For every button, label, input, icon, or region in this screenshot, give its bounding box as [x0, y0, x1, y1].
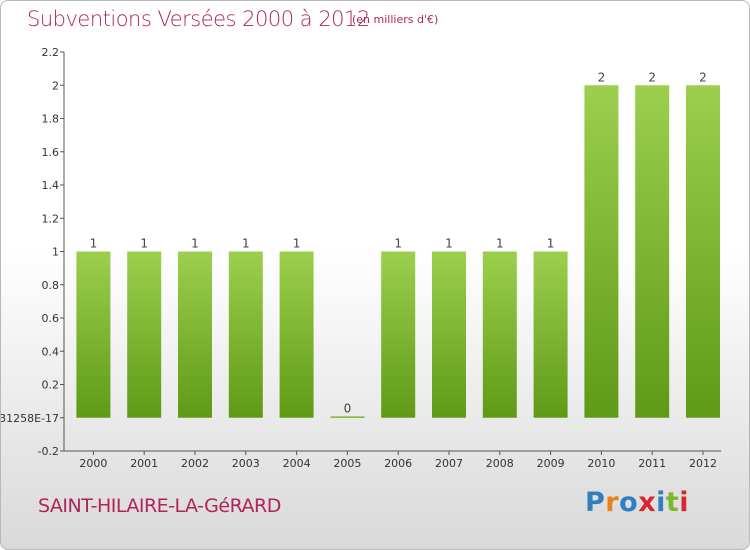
data-label: 1 — [547, 237, 555, 251]
bar-2000 — [76, 251, 111, 418]
logo-letter: o — [619, 487, 639, 518]
data-label: 2 — [598, 70, 606, 84]
y-tick-label: 2 — [52, 79, 59, 92]
data-label: 2 — [648, 70, 656, 84]
x-tick-label: 2010 — [587, 457, 615, 470]
chart-axes: -0.2 -5.5511151231258E-17 0.2 0.4 0.6 0.8 1 1.2… — [1, 46, 721, 470]
data-label: 2 — [699, 70, 707, 84]
bar-2012 — [686, 85, 720, 418]
y-tick-label: 0.2 — [42, 379, 60, 392]
x-tick-label: 2012 — [689, 457, 717, 470]
bar-2007 — [432, 251, 466, 418]
logo-letter: t — [665, 487, 680, 518]
unit-label: (en milliers d'€) — [352, 13, 439, 26]
x-tick-label: 2008 — [486, 457, 514, 470]
y-tick-label: 0.4 — [42, 345, 60, 358]
data-label: 1 — [394, 237, 402, 251]
logo-letter: i — [656, 487, 666, 518]
bar-2009 — [533, 251, 568, 418]
y-tick-label: 1.6 — [42, 146, 60, 159]
bar-2004 — [279, 251, 314, 418]
y-tick-label: -5.5511151231258E-17 — [1, 412, 59, 425]
commune-name: SAINT-HILAIRE-LA-GéRARD — [38, 495, 281, 517]
x-tick-label: 2004 — [283, 457, 311, 470]
x-tick-label: 2007 — [435, 457, 463, 470]
logo-letter: i — [679, 487, 690, 518]
bar-2003 — [228, 251, 263, 418]
y-tick-label: 0.8 — [42, 279, 60, 292]
y-tick-label: 1 — [52, 246, 59, 259]
bar-2008 — [482, 251, 517, 418]
data-labels: 1 1 1 1 1 0 1 1 1 1 2 2 2 — [90, 70, 707, 415]
y-tick-label: 1.8 — [42, 113, 60, 126]
bar-2010 — [584, 85, 619, 418]
bar-series — [76, 85, 720, 418]
y-tick-label: 2.2 — [42, 46, 60, 59]
data-label: 0 — [344, 401, 352, 415]
data-label: 1 — [191, 237, 199, 251]
bar-2001 — [127, 251, 162, 418]
data-label: 1 — [293, 237, 301, 251]
bar-2006 — [381, 251, 416, 418]
data-label: 1 — [140, 237, 148, 251]
data-label: 1 — [496, 237, 504, 251]
x-tick-label: 2006 — [384, 457, 412, 470]
chart-title: Subventions Versées 2000 à 2012 — [27, 7, 370, 31]
x-tick-label: 2011 — [638, 457, 666, 470]
proxiti-logo: Proxiti — [585, 487, 689, 521]
bar-2005 — [330, 416, 365, 418]
data-label: 1 — [242, 237, 250, 251]
y-tick-label: 0.6 — [42, 312, 60, 325]
data-label: 1 — [90, 237, 98, 251]
y-tick-label: -0.2 — [38, 445, 59, 458]
bar-2002 — [178, 251, 212, 418]
x-tick-label: 2000 — [79, 457, 107, 470]
logo-letter: P — [585, 487, 606, 518]
x-tick-label: 2005 — [333, 457, 361, 470]
x-tick-label: 2001 — [130, 457, 158, 470]
x-tick-label: 2003 — [232, 457, 260, 470]
y-tick-label: 1.2 — [42, 212, 60, 225]
data-label: 1 — [445, 237, 453, 251]
bar-2011 — [635, 85, 670, 418]
logo-letter: r — [605, 487, 620, 518]
x-tick-label: 2009 — [537, 457, 565, 470]
y-tick-label: 1.4 — [42, 179, 60, 192]
x-tick-label: 2002 — [181, 457, 209, 470]
logo-letter: x — [638, 487, 657, 518]
